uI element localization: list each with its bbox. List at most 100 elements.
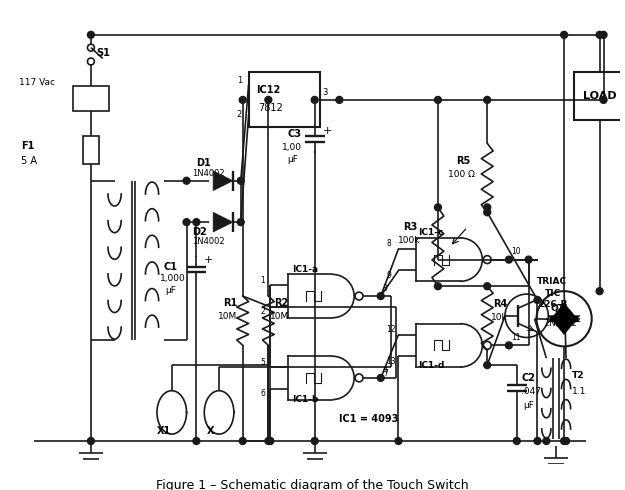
Text: 11: 11: [511, 333, 521, 342]
Circle shape: [193, 438, 200, 444]
Text: R2: R2: [274, 298, 289, 308]
Circle shape: [600, 31, 607, 38]
Text: R3: R3: [403, 222, 418, 232]
Circle shape: [562, 438, 569, 444]
Text: C2: C2: [522, 373, 536, 383]
Text: X: X: [208, 426, 215, 436]
Circle shape: [484, 97, 491, 103]
Bar: [574, 73, 625, 120]
Circle shape: [596, 31, 603, 38]
Text: μF: μF: [287, 154, 298, 164]
Text: μF: μF: [524, 401, 534, 410]
Text: 1,00: 1,00: [282, 143, 302, 152]
Circle shape: [311, 438, 318, 444]
Text: 13: 13: [387, 357, 396, 366]
Text: 5: 5: [261, 358, 266, 367]
Text: 1.1: 1.1: [572, 387, 586, 396]
Text: D2: D2: [192, 227, 208, 237]
Polygon shape: [548, 316, 580, 335]
Text: +: +: [322, 126, 332, 136]
Circle shape: [239, 438, 246, 444]
Text: 2: 2: [237, 110, 242, 119]
Text: T2: T2: [572, 371, 584, 380]
Circle shape: [434, 283, 441, 290]
Circle shape: [506, 256, 512, 263]
Text: TIC: TIC: [544, 289, 561, 297]
Text: +: +: [203, 255, 212, 265]
Polygon shape: [548, 303, 580, 322]
Text: R4: R4: [493, 299, 508, 309]
Text: 9: 9: [387, 271, 391, 280]
Text: 5 A: 5 A: [21, 156, 37, 166]
Text: 2N2642: 2N2642: [544, 319, 577, 328]
Text: 10: 10: [511, 247, 521, 256]
Circle shape: [434, 97, 441, 103]
Text: 7: 7: [384, 369, 389, 378]
Circle shape: [267, 438, 274, 444]
Circle shape: [513, 438, 520, 444]
Circle shape: [543, 438, 550, 444]
Circle shape: [265, 97, 272, 103]
Circle shape: [378, 293, 384, 299]
Polygon shape: [213, 171, 233, 191]
Circle shape: [484, 283, 491, 290]
Text: 1,000: 1,000: [160, 274, 186, 283]
Bar: [83, 136, 99, 164]
Circle shape: [395, 438, 402, 444]
Circle shape: [561, 31, 568, 38]
Text: X1: X1: [157, 426, 171, 436]
Text: 100 Ω: 100 Ω: [448, 171, 474, 179]
Text: 7812: 7812: [259, 103, 283, 113]
Text: S1: S1: [96, 48, 110, 58]
Circle shape: [561, 438, 568, 444]
Text: F1: F1: [21, 141, 34, 151]
Circle shape: [484, 204, 491, 211]
Text: R5: R5: [456, 156, 470, 166]
Text: IC1-b: IC1-b: [292, 395, 318, 404]
Text: IC1-a: IC1-a: [292, 265, 318, 274]
Circle shape: [238, 219, 244, 225]
Circle shape: [265, 438, 272, 444]
Text: μF: μF: [165, 286, 176, 294]
Text: 226-B: 226-B: [539, 300, 568, 310]
Circle shape: [484, 209, 491, 216]
Text: TRIAC: TRIAC: [536, 277, 567, 286]
Text: C1: C1: [164, 262, 178, 271]
Circle shape: [183, 219, 190, 225]
Circle shape: [534, 438, 541, 444]
Text: 3: 3: [322, 88, 328, 97]
Text: .047: .047: [521, 387, 541, 396]
Text: C3: C3: [287, 129, 301, 140]
Text: 8: 8: [387, 239, 391, 248]
Circle shape: [434, 204, 441, 211]
Circle shape: [238, 177, 244, 184]
Circle shape: [183, 177, 190, 184]
Text: 1N4002: 1N4002: [192, 170, 225, 178]
Text: 117 Vac: 117 Vac: [19, 77, 55, 87]
Text: IC1 = 4093: IC1 = 4093: [339, 415, 399, 424]
Text: 2: 2: [261, 307, 265, 317]
Text: 4: 4: [382, 366, 388, 374]
Circle shape: [484, 362, 491, 368]
Text: 100k: 100k: [398, 236, 420, 245]
Text: Figure 1 – Schematic diagram of the Touch Switch: Figure 1 – Schematic diagram of the Touc…: [156, 479, 469, 490]
Circle shape: [88, 438, 94, 444]
Circle shape: [525, 256, 532, 263]
Circle shape: [378, 374, 384, 381]
Circle shape: [506, 342, 512, 349]
Circle shape: [193, 219, 200, 225]
Text: R1: R1: [223, 298, 238, 308]
Text: 12: 12: [387, 325, 396, 334]
Circle shape: [88, 31, 94, 38]
Bar: [73, 86, 109, 111]
Text: 1N4002: 1N4002: [192, 237, 225, 246]
Text: IC12: IC12: [256, 85, 281, 95]
Text: 6: 6: [261, 389, 266, 398]
Circle shape: [596, 288, 603, 294]
Circle shape: [534, 296, 541, 303]
Text: 10k: 10k: [491, 313, 508, 322]
Text: 1: 1: [237, 75, 242, 85]
Text: 10M: 10M: [218, 312, 238, 321]
Circle shape: [311, 97, 318, 103]
Text: Q1: Q1: [550, 304, 564, 314]
